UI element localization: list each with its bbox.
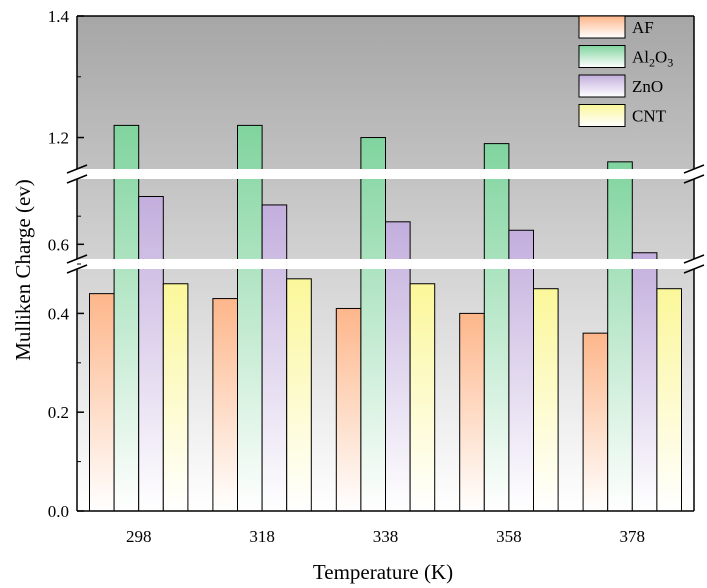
- legend-label-cnt: CNT: [632, 107, 667, 126]
- axis-break-band: [75, 169, 696, 179]
- bar-zno-358: [508, 229, 534, 512]
- bar-af-318: [212, 298, 238, 512]
- bar-zno-298: [138, 196, 164, 512]
- bar-zno-338: [385, 221, 411, 512]
- legend-swatch-af: [578, 15, 626, 39]
- bar-af-378: [582, 332, 609, 512]
- bar-al2o3-358: [483, 143, 510, 512]
- bar-af-298: [89, 293, 115, 512]
- bar-al2o3-378: [607, 161, 633, 512]
- bar-cnt-378: [656, 288, 683, 512]
- x-tick-label-378: 378: [620, 527, 646, 546]
- x-tick-label-338: 338: [373, 527, 399, 546]
- legend-swatch-al2o3: [578, 45, 626, 68]
- y-tick-label: 0.4: [48, 304, 70, 323]
- y-tick-label: 1.4: [48, 7, 70, 26]
- bar-zno-378: [631, 252, 658, 512]
- y-tick-label: 0.2: [48, 403, 69, 422]
- bar-cnt-338: [409, 283, 436, 512]
- axis-break-band: [75, 259, 696, 269]
- bar-af-358: [459, 312, 485, 512]
- y-axis-title: Mulliken Charge (ev): [11, 179, 35, 361]
- y-tick-label: 1.2: [48, 129, 69, 148]
- legend-swatch-cnt: [578, 104, 626, 127]
- x-axis-title: Temperature (K): [313, 560, 453, 584]
- legend-label-af: AF: [632, 18, 654, 37]
- legend-label-al2o3: Al2O3: [632, 48, 673, 70]
- bar-zno-318: [261, 204, 288, 512]
- bar-al2o3-318: [237, 124, 263, 512]
- bar-cnt-318: [286, 278, 312, 512]
- x-tick-label-318: 318: [249, 527, 275, 546]
- bar-al2o3-298: [113, 124, 140, 512]
- legend-label-zno: ZnO: [632, 77, 663, 96]
- bar-al2o3-338: [360, 137, 386, 512]
- bar-cnt-298: [162, 283, 189, 512]
- legend-swatch-zno: [578, 74, 626, 98]
- y-tick-label: 0.6: [48, 235, 69, 254]
- bar-af-338: [335, 307, 362, 512]
- bar-cnt-358: [533, 288, 559, 512]
- x-tick-label-298: 298: [126, 527, 152, 546]
- x-tick-label-358: 358: [496, 527, 522, 546]
- y-tick-label: 0.0: [48, 502, 69, 521]
